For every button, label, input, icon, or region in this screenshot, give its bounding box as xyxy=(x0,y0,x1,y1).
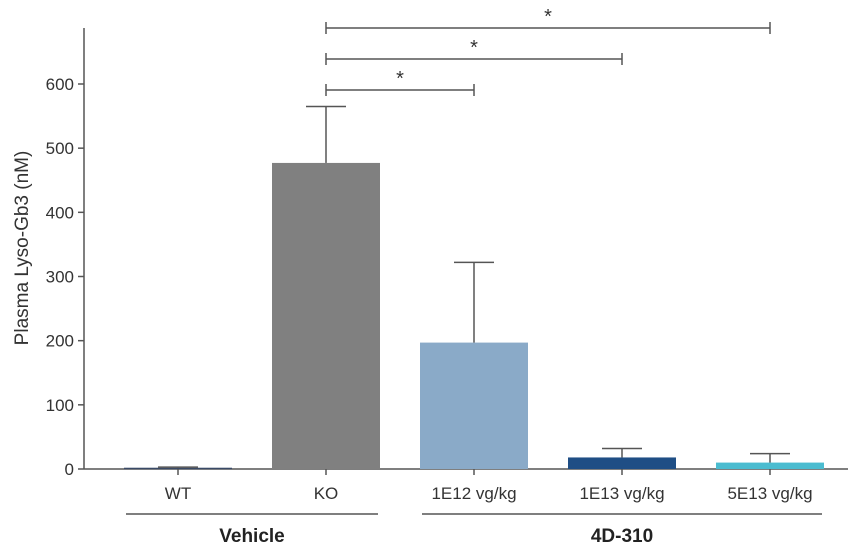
bar xyxy=(420,342,528,469)
significance-star: * xyxy=(470,37,478,59)
x-tick-label: 5E13 vg/kg xyxy=(727,484,812,503)
bar xyxy=(716,462,824,469)
x-tick-labels: WT KO 1E12 vg/kg 1E13 vg/kg 5E13 vg/kg xyxy=(165,469,813,503)
bar xyxy=(124,467,232,470)
y-ticks: 0 100 200 300 400 500 600 xyxy=(46,75,84,479)
y-tick-label: 100 xyxy=(46,396,74,415)
y-tick-label: 600 xyxy=(46,75,74,94)
significance-star: * xyxy=(396,68,404,90)
group-brackets: Vehicle 4D-310 xyxy=(126,513,822,547)
y-axis-title: Plasma Lyso-Gb3 (nM) xyxy=(12,151,33,346)
y-tick-label: 300 xyxy=(46,268,74,287)
significance-star: * xyxy=(544,6,552,28)
bar xyxy=(568,457,676,469)
x-tick-label: KO xyxy=(314,484,339,503)
bar xyxy=(272,162,380,470)
significance-brackets: * * * xyxy=(325,6,771,96)
y-tick-label: 0 xyxy=(65,460,74,479)
x-tick-label: WT xyxy=(165,484,191,503)
y-tick-label: 400 xyxy=(46,203,74,222)
bars xyxy=(124,162,824,470)
x-tick-label: 1E13 vg/kg xyxy=(579,484,664,503)
group-label: 4D-310 xyxy=(591,526,653,547)
group-label: Vehicle xyxy=(219,526,285,547)
y-tick-label: 200 xyxy=(46,332,74,351)
error-bars xyxy=(158,105,790,468)
x-tick-label: 1E12 vg/kg xyxy=(431,484,516,503)
y-tick-label: 500 xyxy=(46,139,74,158)
